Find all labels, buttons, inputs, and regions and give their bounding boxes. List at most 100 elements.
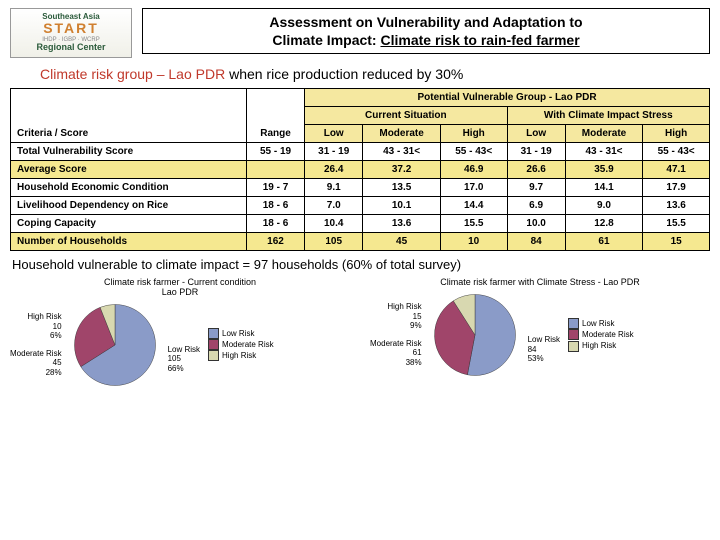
legend-swatch (208, 328, 219, 339)
legend-label: Low Risk (582, 318, 614, 329)
cell: 9.7 (507, 179, 565, 197)
legend-item: Moderate Risk (568, 329, 634, 340)
row-range: 18 - 6 (246, 197, 304, 215)
logo-line4: Regional Center (36, 43, 105, 53)
cell: 13.6 (363, 215, 441, 233)
header: Southeast Asia START IHDP · IGBP · WCRP … (10, 8, 710, 58)
cell: 9.1 (305, 179, 363, 197)
col-sub: Low (305, 125, 363, 143)
row-range: 55 - 19 (246, 143, 304, 161)
legend-item: Low Risk (568, 318, 634, 329)
row-range: 18 - 6 (246, 215, 304, 233)
cell: 15.5 (440, 215, 507, 233)
header-stress: With Climate Impact Stress (507, 107, 709, 125)
cell: 10.1 (363, 197, 441, 215)
cell: 12.8 (565, 215, 643, 233)
legend-item: Low Risk (208, 328, 274, 339)
cell: 10.0 (507, 215, 565, 233)
cell: 43 - 31< (565, 143, 643, 161)
legend-item: High Risk (208, 350, 274, 361)
footer-summary: Household vulnerable to climate impact =… (12, 257, 708, 272)
table-row: Number of Households1621054510846115 (11, 233, 710, 251)
cell: 61 (565, 233, 643, 251)
legend-swatch (568, 329, 579, 340)
chart1-title: Climate risk farmer - Current condition … (10, 278, 350, 298)
col-sub: High (440, 125, 507, 143)
chart2-callout-low: Low Risk8453% (528, 305, 560, 365)
header-group-title: Potential Vulnerable Group - Lao PDR (305, 89, 710, 107)
chart2-callouts: High Risk159% Moderate Risk6138% (370, 301, 422, 369)
table-row: Average Score 26.437.246.926.635.947.1 (11, 161, 710, 179)
cell: 26.6 (507, 161, 565, 179)
cell: 84 (507, 233, 565, 251)
cell: 6.9 (507, 197, 565, 215)
title-line1: Assessment on Vulnerability and Adaptati… (269, 14, 582, 30)
col-sub: Moderate (363, 125, 441, 143)
subtitle: Climate risk group – Lao PDR when rice p… (40, 66, 710, 82)
table-header-top: Criteria / Score Range Potential Vulnera… (11, 89, 710, 107)
page-title: Assessment on Vulnerability and Adaptati… (142, 8, 710, 54)
cell: 9.0 (565, 197, 643, 215)
legend-label: High Risk (222, 350, 256, 361)
pie-chart-2 (430, 290, 520, 380)
logo: Southeast Asia START IHDP · IGBP · WCRP … (10, 8, 132, 58)
chart-stress: Climate risk farmer with Climate Stress … (370, 278, 710, 390)
cell: 43 - 31< (363, 143, 441, 161)
title-line2a: Climate Impact: (272, 32, 380, 48)
cell: 10 (440, 233, 507, 251)
legend-label: Low Risk (222, 328, 254, 339)
col-sub: Low (507, 125, 565, 143)
legend-2: Low RiskModerate RiskHigh Risk (568, 318, 634, 352)
legend-label: Moderate Risk (582, 329, 634, 340)
legend-swatch (208, 339, 219, 350)
row-label: Coping Capacity (11, 215, 247, 233)
cell: 17.9 (643, 179, 710, 197)
row-range: 19 - 7 (246, 179, 304, 197)
col-criteria: Criteria / Score (11, 89, 247, 143)
cell: 13.5 (363, 179, 441, 197)
chart2-title: Climate risk farmer with Climate Stress … (370, 278, 710, 288)
cell: 14.1 (565, 179, 643, 197)
cell: 47.1 (643, 161, 710, 179)
col-sub: Moderate (565, 125, 643, 143)
cell: 37.2 (363, 161, 441, 179)
legend-swatch (568, 341, 579, 352)
cell: 31 - 19 (305, 143, 363, 161)
legend-label: High Risk (582, 340, 616, 351)
charts: Climate risk farmer - Current condition … (10, 278, 710, 390)
cell: 35.9 (565, 161, 643, 179)
legend-swatch (568, 318, 579, 329)
table-row: Total Vulnerability Score55 - 1931 - 194… (11, 143, 710, 161)
cell: 55 - 43< (440, 143, 507, 161)
col-sub: High (643, 125, 710, 143)
table-row: Coping Capacity18 - 610.413.615.510.012.… (11, 215, 710, 233)
row-label: Household Economic Condition (11, 179, 247, 197)
cell: 46.9 (440, 161, 507, 179)
cell: 13.6 (643, 197, 710, 215)
legend-item: High Risk (568, 340, 634, 351)
cell: 55 - 43< (643, 143, 710, 161)
chart-current: Climate risk farmer - Current condition … (10, 278, 350, 390)
row-range: 162 (246, 233, 304, 251)
row-range (246, 161, 304, 179)
legend-1: Low RiskModerate RiskHigh Risk (208, 328, 274, 362)
col-range: Range (246, 89, 304, 143)
row-label: Total Vulnerability Score (11, 143, 247, 161)
row-label: Average Score (11, 161, 247, 179)
subtitle-red: Climate risk group – Lao PDR (40, 66, 225, 82)
table-row: Household Economic Condition19 - 79.113.… (11, 179, 710, 197)
header-current: Current Situation (305, 107, 507, 125)
row-label: Number of Households (11, 233, 247, 251)
chart1-callout-low: Low Risk10566% (168, 315, 200, 375)
legend-label: Moderate Risk (222, 339, 274, 350)
cell: 7.0 (305, 197, 363, 215)
cell: 15 (643, 233, 710, 251)
cell: 10.4 (305, 215, 363, 233)
row-label: Livelihood Dependency on Rice (11, 197, 247, 215)
cell: 26.4 (305, 161, 363, 179)
title-line2b: Climate risk to rain-fed farmer (380, 32, 579, 48)
logo-line2: START (43, 21, 99, 36)
table-row: Livelihood Dependency on Rice18 - 67.010… (11, 197, 710, 215)
pie-chart-1 (70, 300, 160, 390)
table-body: Total Vulnerability Score55 - 1931 - 194… (11, 143, 710, 251)
